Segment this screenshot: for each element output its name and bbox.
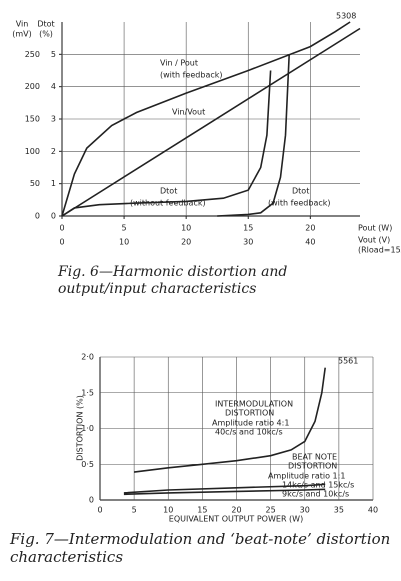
y-tick-label: 4 (51, 82, 56, 91)
x2-tick-label: 0 (59, 238, 64, 247)
series-line (123, 483, 326, 494)
x-axis-label: Pout (W) (358, 224, 392, 233)
x-tick-label: 5 (132, 506, 137, 515)
annotation: (with feedback) (160, 71, 223, 80)
y2-tick-label: 100 (25, 147, 40, 156)
annotation: DISTORTION (225, 409, 274, 418)
series-line (61, 70, 272, 217)
y-tick-label: 1·0 (81, 424, 94, 433)
x2-axis-label: (Rload=15Ω) (358, 246, 401, 255)
x-axis-label: EQUIVALENT OUTPUT POWER (W) (169, 515, 303, 524)
y2-tick-label: 150 (25, 115, 40, 124)
y-tick-label: 0·5 (81, 460, 94, 469)
chart-id: 5561 (338, 357, 358, 366)
x-tick-label: 25 (266, 506, 276, 515)
y-axis-label: (%) (39, 30, 53, 39)
y2-tick-label: 50 (30, 179, 40, 188)
y-tick-label: 0 (51, 212, 56, 221)
x2-tick-label: 10 (119, 238, 129, 247)
x-tick-label: 0 (97, 506, 102, 515)
annotation: Vin / Pout (160, 59, 198, 68)
y2-tick-label: 200 (25, 82, 40, 91)
y-axis-label: DISTORTION (%) (76, 395, 85, 461)
y-tick-label: 2 (51, 147, 56, 156)
x2-tick-label: 20 (181, 238, 191, 247)
series-line (217, 54, 290, 217)
x2-tick-label: 40 (305, 238, 315, 247)
series-line (61, 27, 361, 217)
y2-axis-label: Vin (16, 20, 29, 29)
series-line (134, 367, 326, 473)
x-tick-label: 0 (59, 224, 64, 233)
x-tick-label: 10 (181, 224, 191, 233)
annotation: DISTORTION (288, 462, 337, 471)
annotation: (without feedback) (130, 199, 206, 208)
series-line (123, 488, 326, 496)
x-tick-label: 10 (163, 506, 173, 515)
x-tick-label: 15 (197, 506, 207, 515)
annotation: Amplitude ratio 1:1 (268, 472, 345, 481)
y-axis-label: Dtot (37, 20, 54, 29)
x-tick-label: 5 (122, 224, 127, 233)
y-tick-label: 1 (51, 179, 56, 188)
x-tick-label: 40 (368, 506, 378, 515)
y-tick-label: 2·0 (81, 353, 94, 362)
annotation: Amplitude ratio 4:1 (212, 419, 289, 428)
annotation: 40c/s and 10kc/s (215, 428, 283, 437)
annotation: Vin/Vout (172, 108, 205, 117)
y-tick-label: 5 (51, 50, 56, 59)
y-tick-label: 3 (51, 115, 56, 124)
annotation: BEAT NOTE (292, 453, 337, 462)
x-tick-label: 20 (231, 506, 241, 515)
x-tick-label: 20 (305, 224, 315, 233)
x2-tick-label: 30 (243, 238, 253, 247)
x-tick-label: 35 (334, 506, 344, 515)
series-line (61, 21, 351, 217)
annotation: Dtot (292, 187, 309, 196)
annotation: 14kc/s and 15kc/s (282, 481, 354, 490)
y2-tick-label: 250 (25, 50, 40, 59)
x-tick-label: 15 (243, 224, 253, 233)
caption: Fig. 7—Intermodulation and ‘beat-note’ d… (10, 530, 391, 566)
y-tick-label: 1·5 (81, 388, 94, 397)
y-tick-label: 0 (89, 496, 94, 505)
caption: Fig. 6—Harmonic distortion and output/in… (58, 264, 288, 297)
chart-id: 5308 (336, 12, 356, 21)
annotation: Dtot (160, 187, 177, 196)
y2-axis-label: (mV) (12, 30, 32, 39)
x-tick-label: 30 (300, 506, 310, 515)
annotation: 9kc/s and 10kc/s (282, 490, 349, 499)
y2-tick-label: 0 (35, 212, 40, 221)
annotation: INTERMODULATION (215, 400, 293, 409)
x2-axis-label: Vout (V) (358, 236, 390, 245)
annotation: (with feedback) (268, 199, 331, 208)
